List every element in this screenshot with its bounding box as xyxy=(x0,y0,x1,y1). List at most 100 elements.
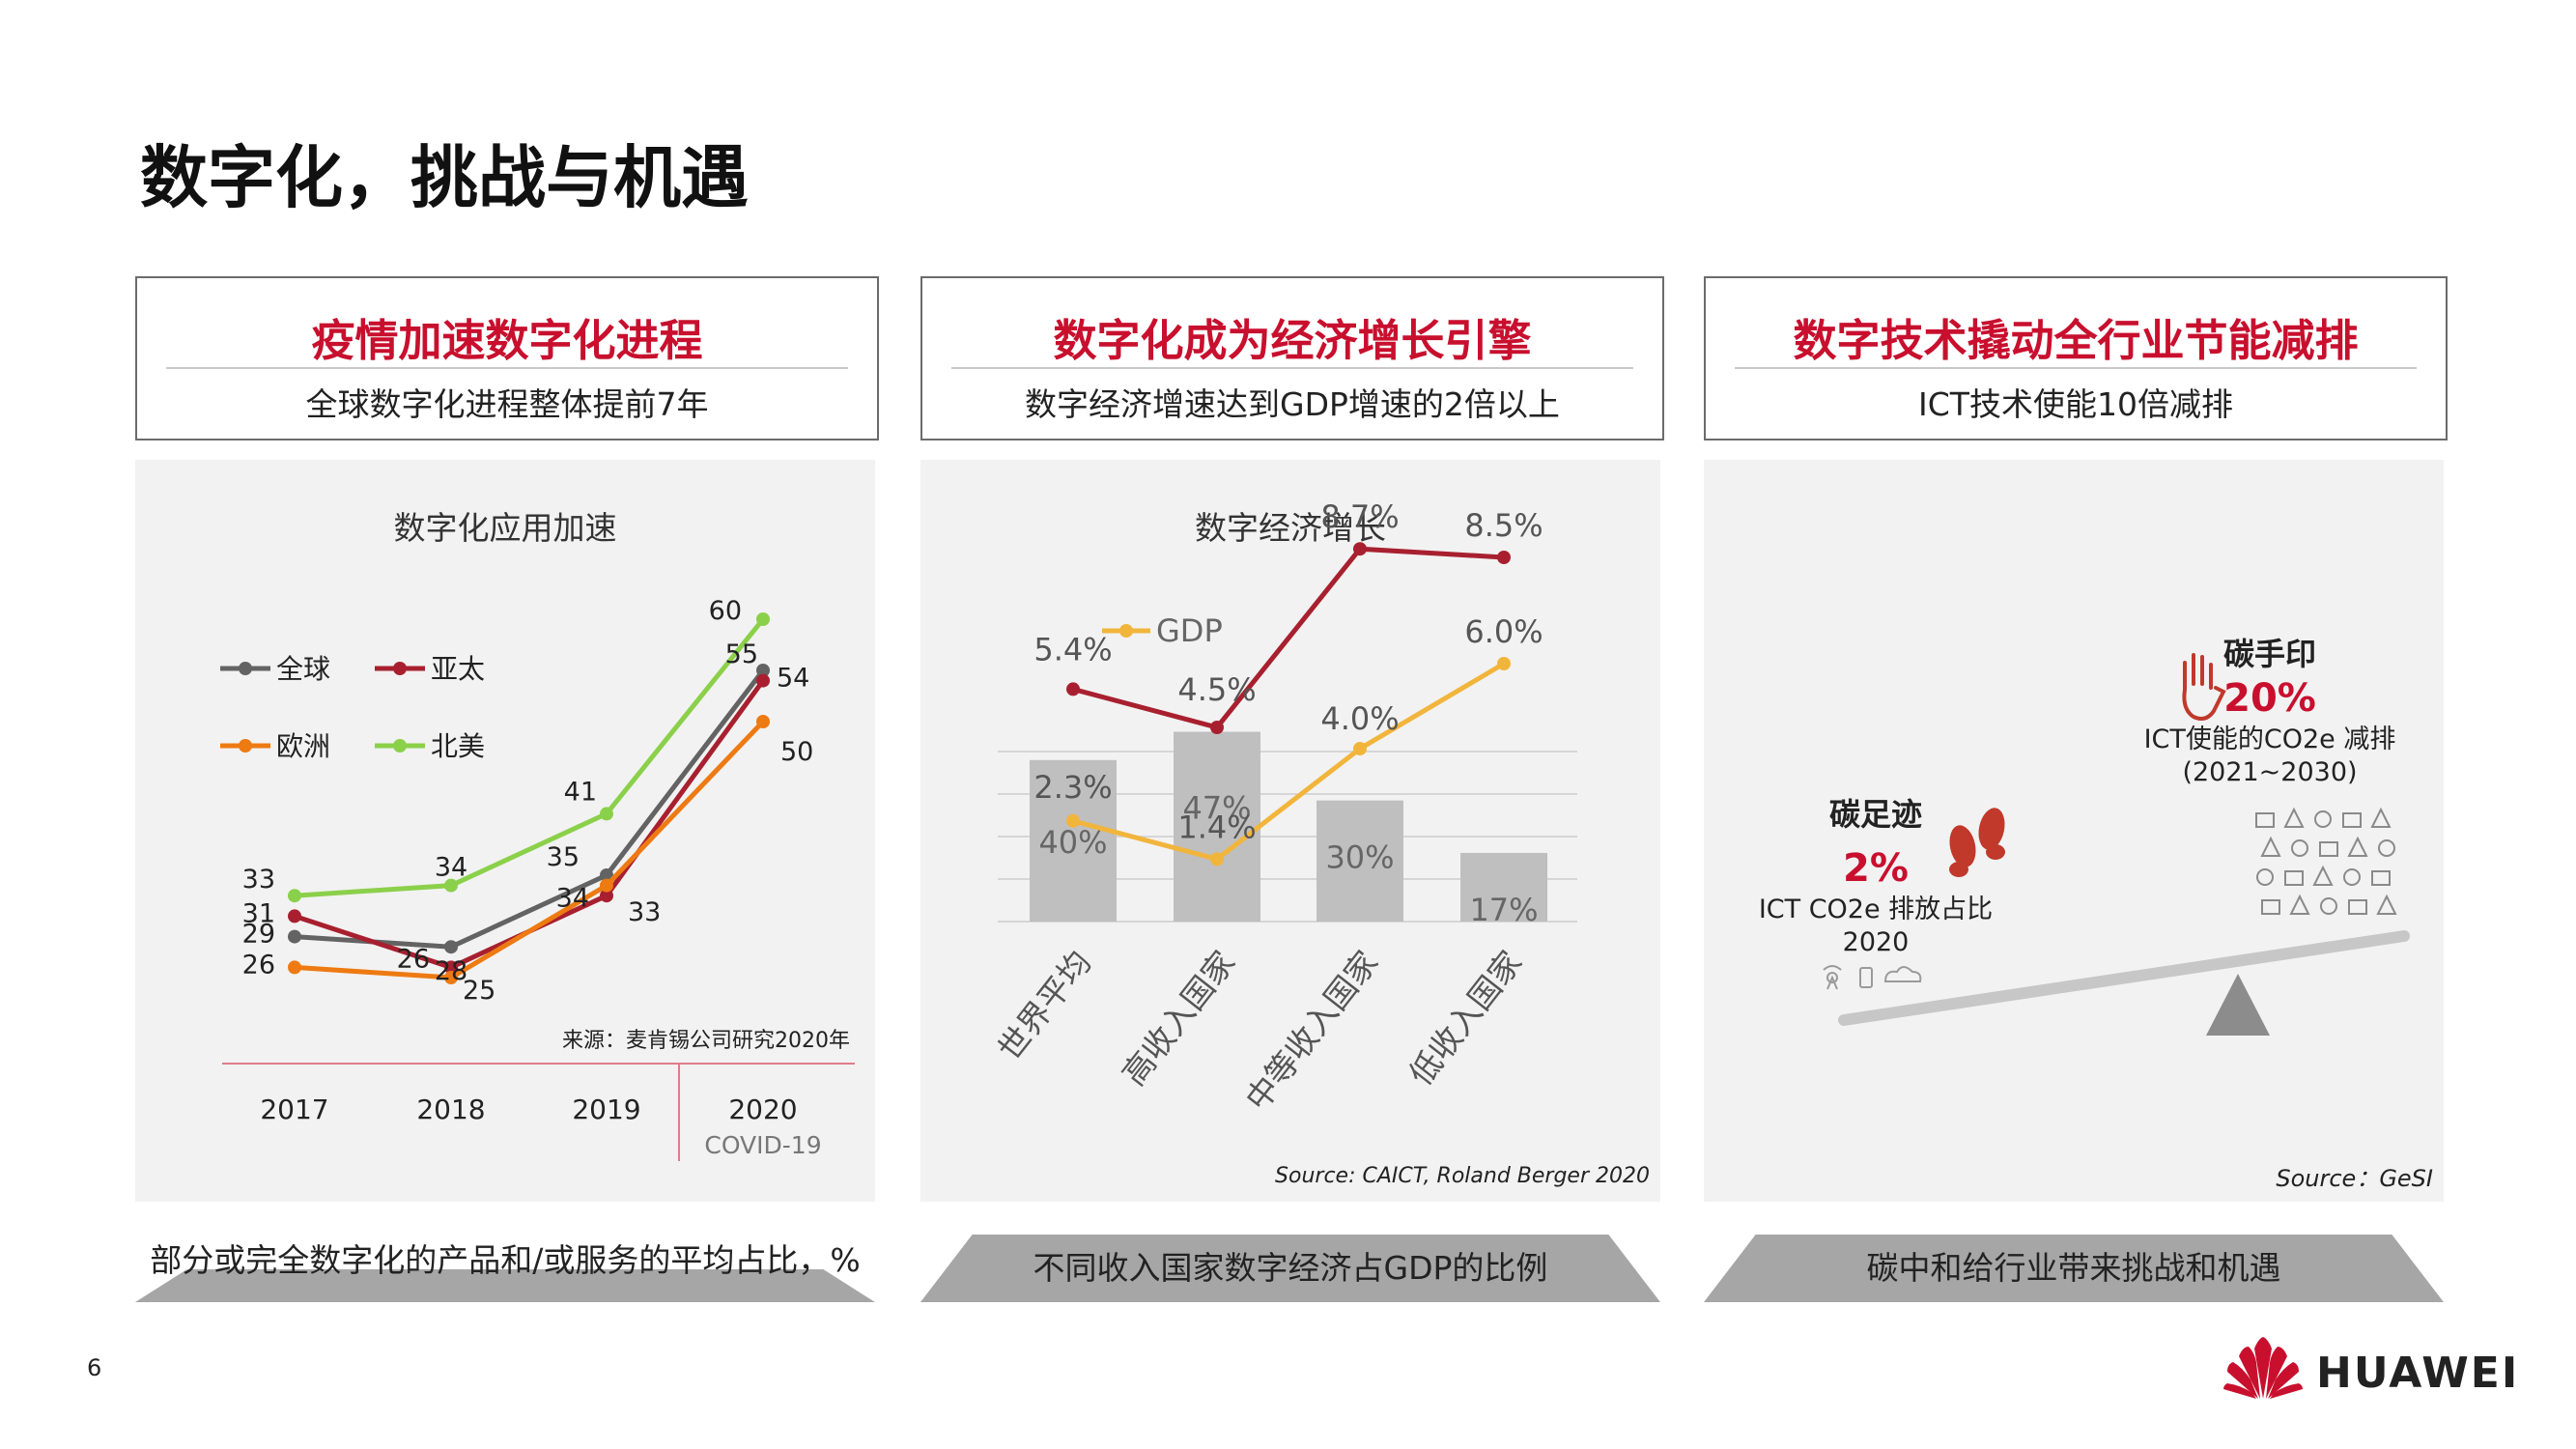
data-label: 60 xyxy=(709,596,742,626)
legend-label: 欧洲 xyxy=(276,730,330,762)
handprint-desc: ICT使能的CO2e 减排 xyxy=(2144,724,2396,754)
legend-label: 北美 xyxy=(431,730,485,762)
tower-icon xyxy=(2370,807,2392,828)
data-point xyxy=(600,878,613,893)
data-label: 26 xyxy=(242,950,275,980)
brand-name: HUAWEI xyxy=(2316,1349,2520,1398)
data-point xyxy=(288,889,301,903)
category-label: 世界平均 xyxy=(990,944,1098,1067)
chart-panel-economy: 数字经济增长 40% 47% 30% 17% 5.4% 4.5% 8.7% 8.5% 2.3%… xyxy=(920,460,1660,1202)
bar-line-chart: 数字经济增长 40% 47% 30% 17% 5.4% 4.5% 8.7% 8.5% 2.3%… xyxy=(990,498,1650,1188)
handprint-years: (2021~2030) xyxy=(2182,757,2357,787)
x-tick-label: 2019 xyxy=(572,1094,640,1125)
building-icon xyxy=(2319,841,2338,857)
data-label: 28 xyxy=(435,956,467,986)
data-label: 25 xyxy=(463,976,495,1006)
bar-value-label: 30% xyxy=(1325,839,1394,876)
hand-icon xyxy=(2182,653,2226,721)
handprint-label: 碳手印 xyxy=(2223,636,2316,672)
card-heading: 疫情加速数字化进程 xyxy=(311,315,703,366)
line-point xyxy=(1353,742,1367,755)
legend-label: 亚太 xyxy=(431,653,485,685)
gear-icon xyxy=(2256,868,2274,886)
card-footer-1: 部分或完全数字化的产品和/或服务的平均占比，% xyxy=(135,1235,875,1302)
gear-icon xyxy=(2320,897,2337,915)
series-line xyxy=(294,679,766,971)
balance-scale-icon xyxy=(2206,974,2270,1036)
data-point xyxy=(288,929,301,944)
footprint-label: 碳足迹 xyxy=(1829,796,1922,833)
card-subheading: ICT技术使能10倍减排 xyxy=(1918,385,2233,423)
line-value-label: 4.5% xyxy=(1177,671,1256,708)
data-label: 26 xyxy=(397,944,430,974)
line-value-label: 8.7% xyxy=(1320,498,1399,535)
industry-icons xyxy=(2255,807,2397,915)
legend-marker xyxy=(239,739,252,753)
data-point xyxy=(756,673,770,688)
huawei-logo-icon xyxy=(2223,1337,2303,1399)
bar xyxy=(1030,759,1117,922)
panel-source: Source：GeSI xyxy=(2276,1165,2433,1192)
chart-source: Source: CAICT, Roland Berger 2020 xyxy=(1275,1164,1650,1188)
chart-panel-digitization: 数字化应用加速 全球 亚太 欧洲 北美 29 28 35 55 31 26 33 54 26 25 34 5… xyxy=(135,460,875,1202)
card-subheading: 数字经济增速达到GDP增速的2倍以上 xyxy=(1025,385,1560,423)
line-point xyxy=(1353,542,1367,556)
line-value-label: 1.4% xyxy=(1177,809,1256,845)
bar xyxy=(1460,852,1547,922)
data-label: 41 xyxy=(564,777,597,807)
legend-marker xyxy=(393,739,407,753)
line-point xyxy=(1066,682,1080,696)
line-value-label: 8.5% xyxy=(1464,507,1543,544)
line-value-label: 4.0% xyxy=(1320,700,1399,737)
data-label: 33 xyxy=(242,865,275,895)
footer-base xyxy=(920,1235,1660,1302)
x-tick-label: 2018 xyxy=(416,1094,485,1125)
series-line xyxy=(294,720,765,980)
legend-label: 全球 xyxy=(276,653,330,685)
data-point xyxy=(444,940,458,954)
category-label: 高收入国家 xyxy=(1115,944,1242,1093)
bar xyxy=(1316,800,1403,922)
line-value-label: 5.4% xyxy=(1033,631,1112,668)
footprint-desc: ICT CO2e 排放占比 xyxy=(1759,895,1993,924)
line-value-label: 6.0% xyxy=(1464,613,1543,650)
building-icon xyxy=(2255,812,2275,828)
handprint-value: 20% xyxy=(2223,676,2316,721)
data-label: 55 xyxy=(725,639,758,669)
balance-beam xyxy=(1838,930,2410,1026)
divider xyxy=(1735,367,2417,369)
line-value-label: 2.3% xyxy=(1033,769,1112,806)
footprint-icon xyxy=(1949,808,2005,877)
data-label: 29 xyxy=(242,920,275,950)
tower-icon xyxy=(2376,894,2397,915)
card-footer-3: 碳中和给行业带来挑战和机遇 xyxy=(1704,1235,2444,1302)
divider xyxy=(166,367,848,369)
gear-icon xyxy=(2378,839,2395,857)
tower-icon xyxy=(2312,865,2334,886)
line-point xyxy=(1497,657,1511,670)
data-point xyxy=(600,889,613,903)
category-label: 低收入国家 xyxy=(1401,944,1529,1093)
carbon-panel: 碳足迹 2% ICT CO2e 排放占比 2020 碳手印 20% ICT使能的… xyxy=(1704,460,2444,1202)
bar xyxy=(1174,731,1260,922)
data-point xyxy=(444,878,458,893)
tower-icon xyxy=(2260,836,2281,857)
building-icon xyxy=(2342,812,2362,828)
gear-icon xyxy=(2291,839,2308,857)
data-label: 35 xyxy=(547,842,580,872)
line-point xyxy=(1210,721,1224,734)
chart-title: 数字化应用加速 xyxy=(394,509,617,547)
chart-source: 来源：麦肯锡公司研究2020年 xyxy=(562,1029,850,1053)
data-label: 50 xyxy=(780,737,813,767)
data-label: 31 xyxy=(242,898,275,928)
building-icon xyxy=(2284,870,2304,886)
bar-value-label: 40% xyxy=(1038,824,1107,861)
bar-value-label: 17% xyxy=(1469,892,1538,928)
legend-marker xyxy=(239,662,252,675)
ict-device-icons xyxy=(1823,965,1922,990)
legend-label: GDP xyxy=(1156,612,1223,649)
data-label: 34 xyxy=(435,853,467,883)
building-icon xyxy=(2371,870,2391,886)
covid-label: COVID-19 xyxy=(704,1131,821,1159)
